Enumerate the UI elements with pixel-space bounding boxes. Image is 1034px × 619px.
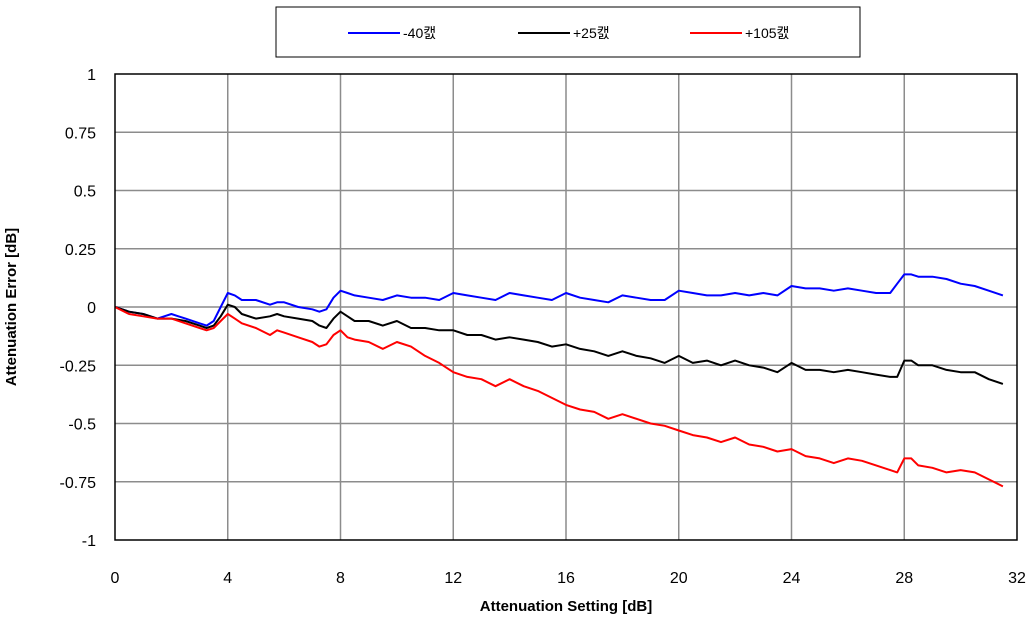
x-tick-label: 8 [336, 570, 345, 587]
x-tick-label: 20 [670, 570, 688, 587]
legend-item-3: +105캜 [690, 25, 790, 41]
legend: -40캜 +25캜 +105캜 [275, 6, 861, 58]
legend-item-2: +25캜 [518, 25, 610, 41]
y-tick-label: 0 [87, 300, 96, 317]
x-tick-label: 16 [557, 570, 575, 587]
legend-label: +105캜 [745, 25, 790, 41]
x-tick-label: 24 [783, 570, 801, 587]
y-tick-label: 1 [87, 67, 96, 84]
y-tick-label: -1 [82, 533, 96, 550]
y-axis-title: Attenuation Error [dB] [3, 228, 20, 386]
plot-frame [114, 73, 1018, 541]
grid [115, 74, 1017, 540]
x-axis-title: Attenuation Setting [dB] [480, 598, 652, 615]
x-tick-label: 32 [1008, 570, 1026, 587]
legend-label: +25캜 [573, 25, 610, 41]
x-tick-label: 12 [444, 570, 462, 587]
y-tick-label: -0.25 [60, 358, 97, 375]
y-tick-label: -0.5 [68, 417, 96, 434]
y-tick-label: -0.75 [60, 475, 97, 492]
series-line-2 [114, 303, 1004, 385]
series-line-1 [114, 273, 1004, 327]
y-tick-label: 0.5 [74, 184, 96, 201]
legend-label: -40캜 [403, 25, 436, 41]
legend-items: -40캜 +25캜 +105캜 [348, 25, 790, 41]
legend-item-1: -40캜 [348, 25, 436, 41]
x-tick-label: 0 [111, 570, 120, 587]
series-line-3 [114, 306, 1004, 488]
x-tick-label: 4 [223, 570, 232, 587]
y-tick-label: 0.25 [65, 242, 96, 259]
x-tick-label: 28 [895, 570, 913, 587]
ticks: 0 4 8 12 16 20 24 28 32 1 0.75 0.5 0.25 0 -0.25 -0.5 -0.… [60, 67, 1026, 587]
series-group [114, 273, 1004, 488]
y-tick-label: 0.75 [65, 125, 96, 142]
